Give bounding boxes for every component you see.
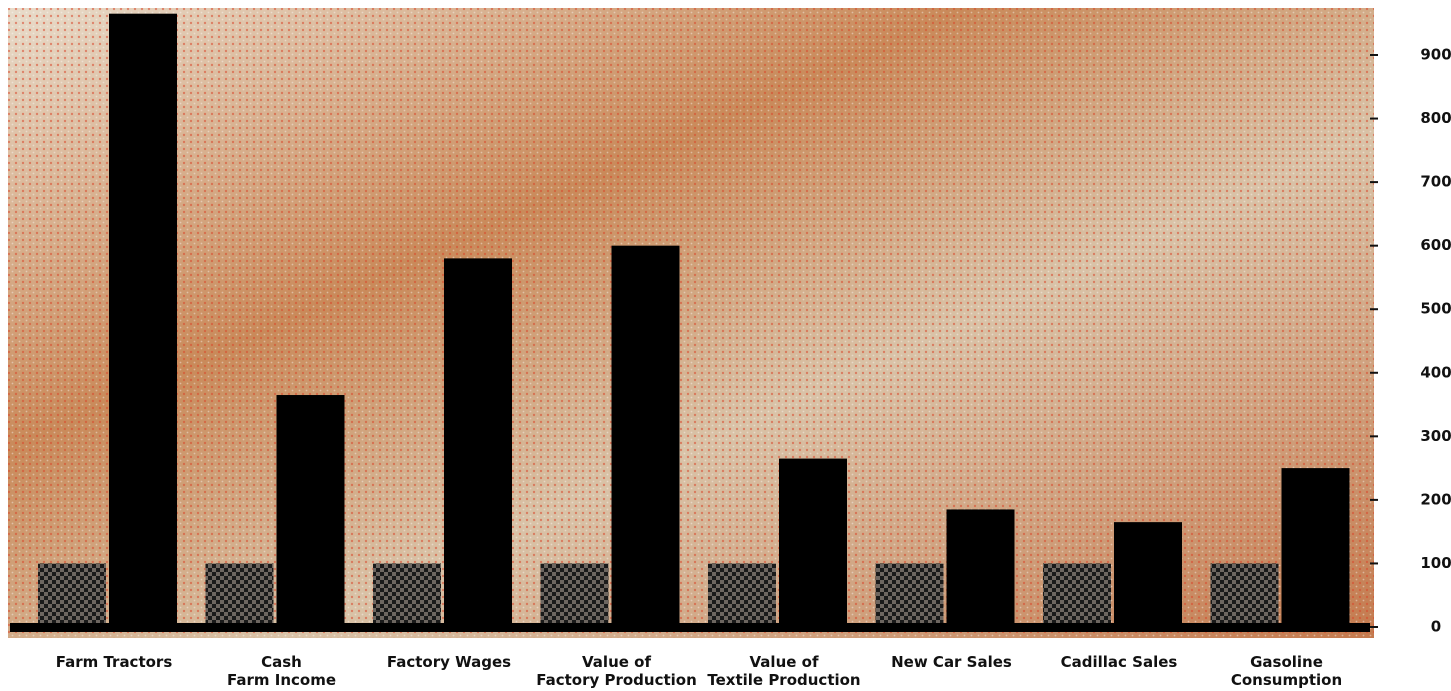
bar: [444, 258, 512, 627]
x-tick-label: Value of Textile Production: [707, 653, 860, 689]
bar: [946, 509, 1015, 627]
bar: [1114, 522, 1182, 627]
bar: [708, 563, 776, 627]
bar: [611, 245, 680, 627]
y-tick-label: 100: [1420, 554, 1451, 572]
y-tick-label: 900: [1420, 46, 1451, 64]
bar: [205, 563, 274, 627]
x-tick-label: Value of Factory Production: [536, 653, 697, 689]
y-tick-label: 400: [1420, 363, 1451, 381]
y-tick-label: 200: [1420, 490, 1451, 508]
plot: 0 100 200 300 400 500 600 700 800 900 Farm Tractor…: [10, 13, 1451, 689]
y-tick-label: 500: [1420, 300, 1451, 318]
bar: [276, 395, 345, 627]
x-tick-label: Gasoline Consumption: [1231, 653, 1342, 689]
bar: [1210, 563, 1279, 627]
y-tick-label: 0: [1431, 618, 1441, 636]
x-tick-label: Cadillac Sales: [1061, 653, 1178, 671]
y-tick-label: 700: [1420, 173, 1451, 191]
bar: [540, 563, 609, 627]
bar: [109, 13, 177, 627]
y-tick-label: 300: [1420, 427, 1451, 445]
baseline: [10, 623, 1370, 632]
bar: [1043, 563, 1111, 627]
x-tick-label: Farm Tractors: [56, 653, 173, 671]
y-tick-label: 600: [1420, 236, 1451, 254]
bar: [1281, 468, 1350, 627]
bar: [373, 563, 441, 627]
bar: [875, 563, 944, 627]
x-tick-label: Factory Wages: [387, 653, 511, 671]
x-tick-label: Cash Farm Income: [227, 653, 336, 689]
x-tick-label: New Car Sales: [891, 653, 1012, 671]
bar: [779, 458, 847, 627]
bar: [38, 563, 106, 627]
y-tick-label: 800: [1420, 109, 1451, 127]
